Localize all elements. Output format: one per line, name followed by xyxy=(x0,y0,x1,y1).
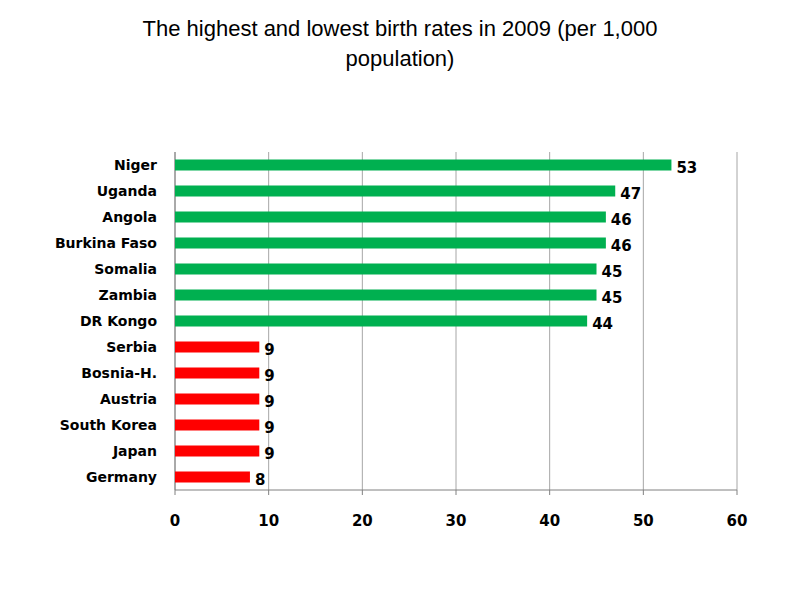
tick-label: 10 xyxy=(258,512,279,530)
category-label: Angola xyxy=(102,209,157,225)
bar xyxy=(175,160,671,171)
bar xyxy=(175,342,259,353)
tick-mark xyxy=(362,490,363,495)
category-label: Somalia xyxy=(94,261,157,277)
bar xyxy=(175,394,259,405)
data-label: 8 xyxy=(255,471,265,489)
bar xyxy=(175,186,615,197)
bars xyxy=(175,160,671,483)
tick-mark xyxy=(549,490,550,495)
tick-label: 30 xyxy=(446,512,467,530)
bar xyxy=(175,446,259,457)
data-label: 45 xyxy=(602,263,623,281)
category-label: Burkina Faso xyxy=(55,235,157,251)
category-label: Bosnia-H. xyxy=(81,365,157,381)
tick-label: 60 xyxy=(727,512,748,530)
data-label: 9 xyxy=(264,445,274,463)
grid-line xyxy=(643,152,644,490)
bar xyxy=(175,420,259,431)
chart-title: The highest and lowest birth rates in 20… xyxy=(100,14,700,74)
tick-label: 40 xyxy=(539,512,560,530)
bar xyxy=(175,472,250,483)
data-label: 53 xyxy=(676,159,697,177)
data-label: 46 xyxy=(611,237,632,255)
grid-line xyxy=(737,152,738,490)
tick-label: 0 xyxy=(170,512,180,530)
bar xyxy=(175,316,587,327)
tick-label: 50 xyxy=(633,512,654,530)
category-label: DR Kongo xyxy=(80,313,157,329)
tick-mark xyxy=(268,490,269,495)
category-label: Niger xyxy=(114,157,157,173)
x-axis xyxy=(175,490,737,491)
category-label: Uganda xyxy=(97,183,157,199)
bar xyxy=(175,264,597,275)
category-label: Austria xyxy=(100,391,157,407)
bar xyxy=(175,238,606,249)
chart-svg: 0 10 20 30 40 50 60 Niger Uganda Angola Burkina Fa… xyxy=(0,0,800,600)
data-label: 44 xyxy=(592,315,613,333)
data-label: 45 xyxy=(602,289,623,307)
data-label: 47 xyxy=(620,185,641,203)
data-label: 9 xyxy=(264,393,274,411)
category-label: Japan xyxy=(112,443,157,459)
data-label: 46 xyxy=(611,211,632,229)
tick-label: 20 xyxy=(352,512,373,530)
category-label: South Korea xyxy=(60,417,157,433)
bar xyxy=(175,290,597,301)
chart-root: The highest and lowest birth rates in 20… xyxy=(0,0,800,600)
tick-mark xyxy=(737,490,738,495)
tick-mark xyxy=(643,490,644,495)
category-label: Serbia xyxy=(106,339,157,355)
data-label: 9 xyxy=(264,419,274,437)
tick-mark xyxy=(456,490,457,495)
data-label: 9 xyxy=(264,367,274,385)
bar xyxy=(175,212,606,223)
category-label: Germany xyxy=(86,469,157,485)
tick-mark xyxy=(175,490,176,495)
data-label: 9 xyxy=(264,341,274,359)
category-label: Zambia xyxy=(99,287,157,303)
bar xyxy=(175,368,259,379)
